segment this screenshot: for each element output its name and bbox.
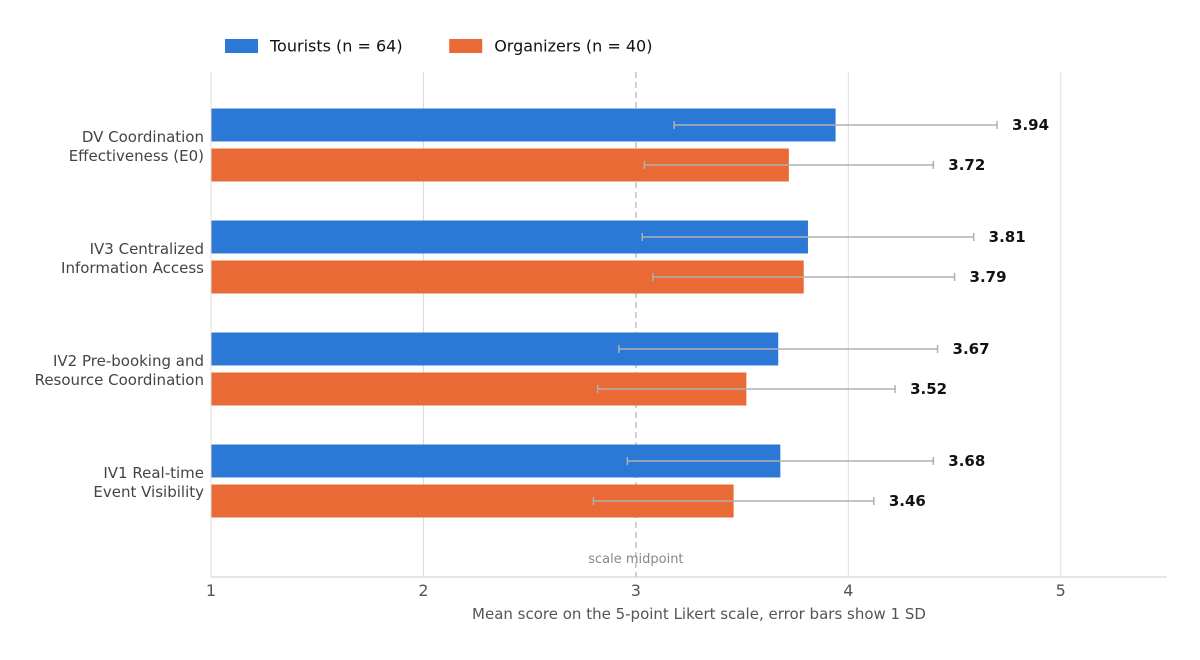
category-label-0-1: Effectiveness (E0): [69, 147, 204, 165]
x-tick-label: 1: [206, 581, 216, 600]
category-label-1-1: Information Access: [61, 259, 204, 277]
category-label-2-1: Resource Coordination: [35, 371, 204, 389]
legend-swatch-1: [449, 39, 483, 53]
value-label-0-3: 3.68: [948, 452, 985, 470]
value-label-0-1: 3.81: [989, 228, 1026, 246]
bars: [211, 108, 836, 518]
legend-swatch-0: [225, 39, 258, 53]
x-tick-label: 2: [418, 581, 428, 600]
category-label-1-0: IV3 Centralized: [90, 240, 204, 258]
value-label-1-0: 3.72: [948, 156, 985, 174]
x-tick-label: 4: [843, 581, 853, 600]
value-label-1-3: 3.46: [889, 492, 926, 510]
value-labels: scale midpoint 3.94 3.72 3.81 3.79 3.67 3.52 3.…: [588, 116, 1049, 567]
value-label-0-2: 3.67: [953, 340, 990, 358]
error-bars: [592, 121, 998, 505]
value-label-0-0: 3.94: [1012, 116, 1049, 134]
x-tick-label: 5: [1056, 581, 1066, 600]
category-label-3-1: Event Visibility: [93, 483, 204, 501]
category-label-3-0: IV1 Real-time: [103, 464, 204, 482]
x-axis-title: Mean score on the 5-point Likert scale, …: [472, 605, 926, 623]
category-label-0-0: DV Coordination: [82, 128, 204, 146]
midpoint-label: scale midpoint: [588, 552, 683, 567]
value-label-1-2: 3.52: [910, 380, 947, 398]
legend-label-0: Tourists (n = 64): [269, 37, 403, 56]
category-label-2-0: IV2 Pre-booking and: [53, 352, 204, 370]
legend-label-1: Organizers (n = 40): [494, 37, 652, 56]
value-label-1-1: 3.79: [970, 268, 1007, 286]
legend: Tourists (n = 64) Organizers (n = 40): [225, 37, 652, 56]
x-axis: 1 2 3 4 5 Mean score on the 5-point Likert sc…: [206, 72, 1167, 623]
x-tick-label: 3: [631, 581, 641, 600]
